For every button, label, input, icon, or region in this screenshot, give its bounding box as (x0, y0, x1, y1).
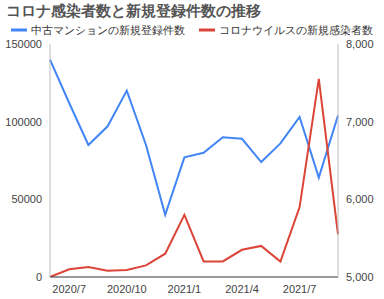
svg-text:150000: 150000 (5, 38, 42, 50)
svg-text:6,000: 6,000 (346, 193, 374, 205)
html-text:コロナ感染者数と新規登録件数の推移: コロナ感染者数と新規登録件数の推移 (6, 2, 261, 19)
svg-text:2021/1: 2021/1 (168, 283, 202, 295)
svg-text:2020/10: 2020/10 (107, 283, 147, 295)
html-text:中古マンションの新規登録件数: 中古マンションの新規登録件数 (31, 23, 185, 36)
svg-text:50000: 50000 (11, 193, 42, 205)
svg-text:8,000: 8,000 (346, 38, 374, 50)
svg-text:2021/7: 2021/7 (283, 283, 317, 295)
svg-text:2021/4: 2021/4 (225, 283, 259, 295)
svg-text:0: 0 (36, 271, 42, 283)
svg-text:2020/7: 2020/7 (52, 283, 86, 295)
html-text:コロナウイルスの新規感染者数: コロナウイルスの新規感染者数 (219, 23, 373, 36)
svg-text:5,000: 5,000 (346, 271, 374, 283)
svg-text:100000: 100000 (5, 116, 42, 128)
svg-text:7,000: 7,000 (346, 116, 374, 128)
